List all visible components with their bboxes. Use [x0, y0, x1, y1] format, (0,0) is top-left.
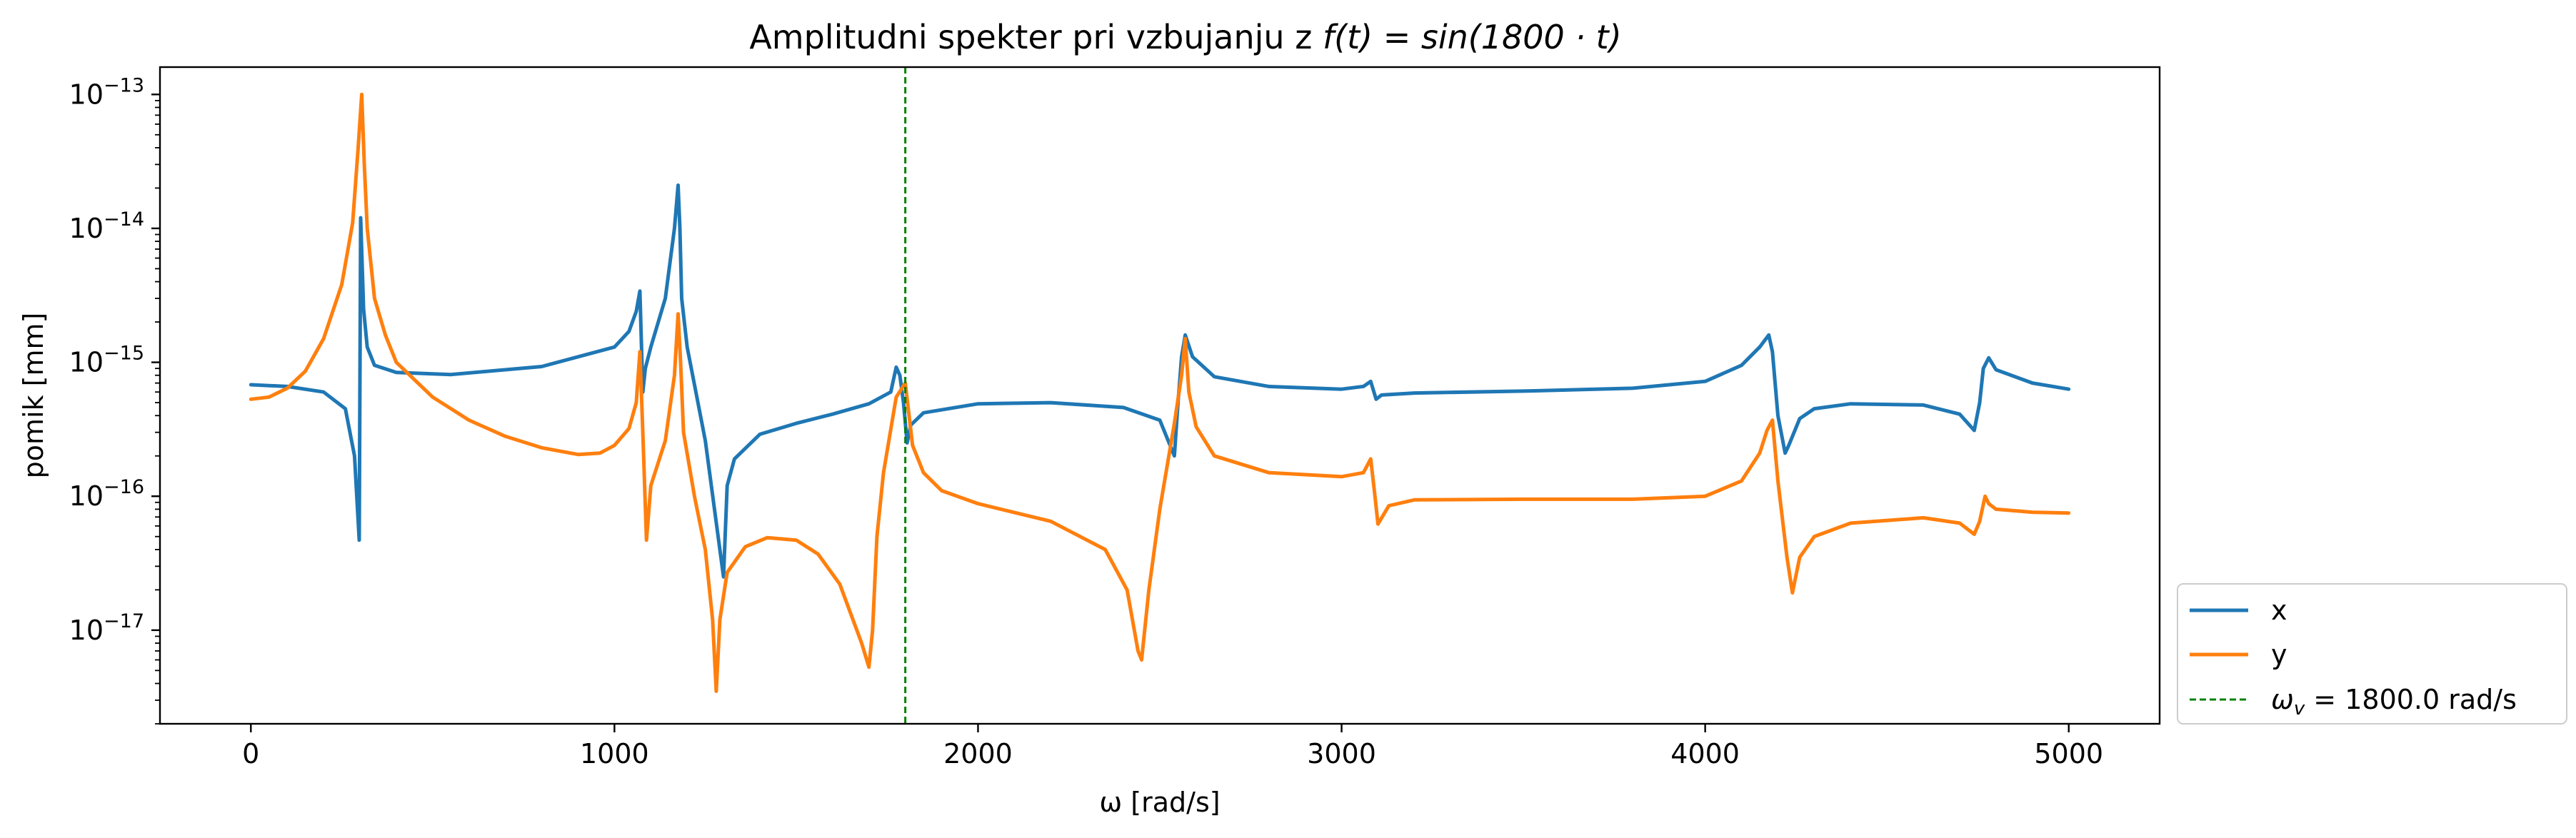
y-tick-label: 10−17 [69, 610, 144, 646]
chart-title: Amplitudni spekter pri vzbujanju z f(t) … [749, 18, 1621, 56]
chart-title-math: f(t) = sin(1800 · t) [1323, 18, 1622, 56]
legend-box [2177, 583, 2567, 725]
series-line-y [249, 92, 2071, 693]
x-tick-label: 5000 [2034, 738, 2103, 769]
y-tick-label: 10−16 [69, 476, 144, 512]
y-tick-label: 10−15 [69, 343, 144, 378]
legend-label-excitation: ωv = 1800.0 rad/s [2271, 684, 2517, 720]
x-tick-label: 3000 [1307, 738, 1376, 769]
series-layer [249, 92, 2071, 693]
legend: x y ωv = 1800.0 rad/s [2177, 583, 2567, 725]
x-axis: 0 1000 2000 3000 4000 5000 [242, 724, 2103, 769]
chart-title-prefix: Amplitudni spekter pri vzbujanju z [749, 18, 1323, 56]
x-tick-label: 1000 [580, 738, 649, 769]
y-axis: 10−17 10−16 10−15 10−14 10−13 [69, 74, 160, 725]
x-tick-label: 2000 [943, 738, 1013, 769]
series-line-x [249, 183, 2071, 579]
legend-label-y: y [2271, 639, 2287, 670]
y-tick-label: 10−13 [69, 74, 144, 110]
y-tick-label: 10−14 [69, 208, 144, 244]
y-axis-label: pomik [mm] [18, 313, 49, 479]
plot-area-frame [159, 66, 2161, 725]
x-axis-label: ω [rad/s] [1099, 787, 1220, 818]
x-tick-label: 4000 [1670, 738, 1740, 769]
legend-label-x: x [2271, 595, 2287, 626]
x-tick-label: 0 [242, 738, 259, 769]
